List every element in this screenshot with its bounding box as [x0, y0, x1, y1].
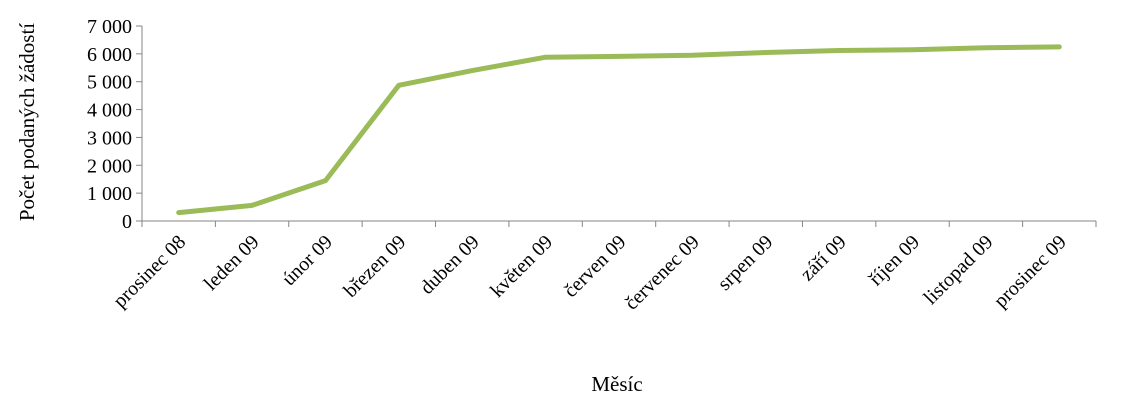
- x-tick-label: září 09: [796, 231, 850, 285]
- x-tick-label: duben 09: [416, 231, 484, 299]
- series-line: [176, 44, 1062, 216]
- y-tick-label: 0: [122, 211, 132, 233]
- x-tick-label: srpen 09: [713, 231, 777, 295]
- y-axis-title: Počet podaných žádostí: [15, 23, 39, 221]
- x-tick-label: červenec 09: [620, 231, 703, 314]
- y-tick-label: 5 000: [87, 72, 132, 94]
- y-tick-label: 2 000: [87, 155, 132, 177]
- x-tick-label: říjen 09: [865, 231, 924, 290]
- x-tick-label: prosinec 09: [990, 231, 1071, 312]
- x-tick-label: únor 09: [278, 231, 337, 290]
- x-axis-title: Měsíc: [591, 372, 642, 396]
- x-tick-label: prosinec 08: [109, 231, 190, 312]
- y-tick-label: 7 000: [87, 16, 132, 38]
- x-axis: prosinec 08 leden 09 únor 09 březen 09 duben…: [109, 220, 1097, 314]
- x-tick-label: leden 09: [200, 231, 264, 295]
- series-group: [176, 44, 1062, 216]
- y-tick-label: 1 000: [87, 183, 132, 205]
- y-tick-label: 3 000: [87, 127, 132, 149]
- y-tick-label: 4 000: [87, 100, 132, 122]
- x-tick-label: listopad 09: [919, 231, 997, 309]
- x-tick-label: květen 09: [486, 231, 557, 302]
- x-tick-label: červen 09: [560, 231, 631, 302]
- y-axis: 0 1 000 2 000 3 000 4 000 5 000 6 000 7 000: [87, 16, 143, 233]
- x-tick-label: březen 09: [339, 231, 410, 302]
- y-tick-label: 6 000: [87, 44, 132, 66]
